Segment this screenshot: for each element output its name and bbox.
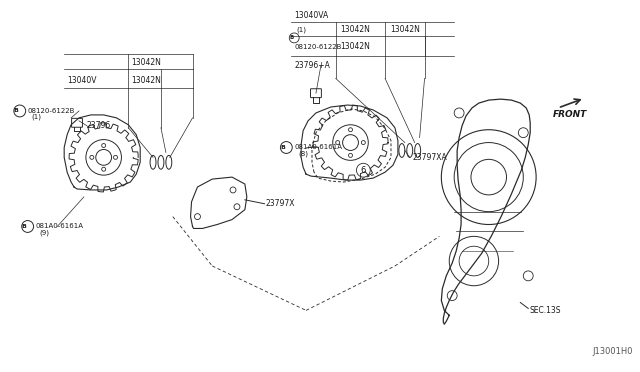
Text: (1): (1): [31, 113, 42, 120]
Text: SEC.13S: SEC.13S: [529, 306, 561, 315]
Text: 081A0-6161A: 081A0-6161A: [36, 224, 84, 230]
Text: 13042N: 13042N: [131, 76, 161, 85]
FancyBboxPatch shape: [72, 118, 83, 127]
Text: 13040VA: 13040VA: [294, 11, 328, 20]
Text: (1): (1): [296, 27, 306, 33]
Text: 13042N: 13042N: [340, 26, 371, 35]
Text: 13042N: 13042N: [131, 58, 161, 67]
Text: 08120-6122B: 08120-6122B: [294, 44, 342, 50]
Text: B: B: [13, 109, 18, 113]
Text: 23796: 23796: [87, 121, 111, 130]
Text: 13042N: 13042N: [340, 42, 371, 51]
Text: J13001H0: J13001H0: [593, 347, 633, 356]
Text: 23797XA: 23797XA: [413, 153, 447, 162]
Text: 23796+A: 23796+A: [294, 61, 330, 70]
Text: 23797X: 23797X: [266, 199, 295, 208]
Text: 13042N: 13042N: [390, 26, 420, 35]
FancyBboxPatch shape: [310, 89, 321, 97]
Text: B: B: [280, 145, 285, 150]
Text: (8): (8): [298, 150, 308, 157]
Text: B: B: [21, 224, 26, 229]
Text: B: B: [289, 35, 293, 41]
Text: FRONT: FRONT: [553, 110, 587, 119]
Text: 081A0-6161A: 081A0-6161A: [294, 144, 342, 151]
Text: 6: 6: [361, 166, 366, 175]
Text: 08120-6122B: 08120-6122B: [28, 108, 75, 114]
Text: 13040V: 13040V: [67, 76, 97, 85]
Text: (9): (9): [40, 229, 49, 235]
